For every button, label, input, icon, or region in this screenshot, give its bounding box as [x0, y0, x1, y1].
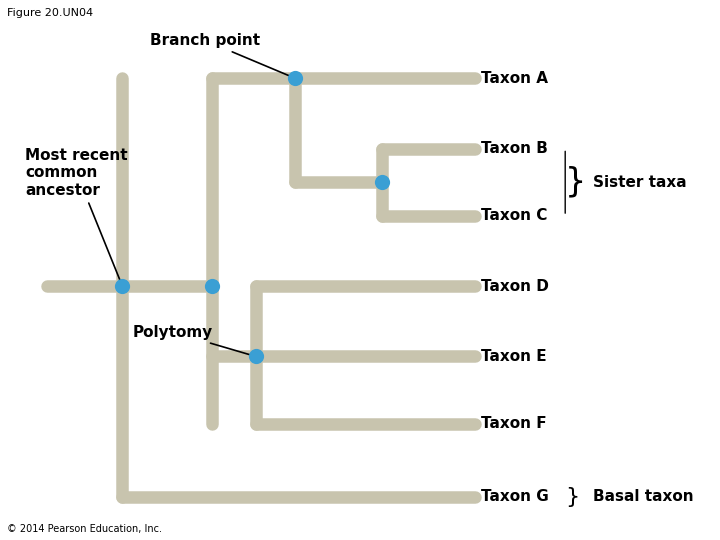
Point	[117, 282, 128, 291]
Text: Basal taxon: Basal taxon	[593, 489, 693, 504]
Point	[207, 282, 218, 291]
Text: Taxon B: Taxon B	[481, 141, 548, 156]
Text: Figure 20.UN04: Figure 20.UN04	[7, 8, 94, 18]
Text: Taxon D: Taxon D	[481, 279, 549, 294]
Text: Taxon F: Taxon F	[481, 416, 546, 431]
Text: Sister taxa: Sister taxa	[593, 175, 686, 190]
Text: Taxon G: Taxon G	[481, 489, 549, 504]
Point	[376, 178, 387, 187]
Text: Taxon E: Taxon E	[481, 349, 546, 364]
Text: Taxon A: Taxon A	[481, 71, 548, 86]
Text: © 2014 Pearson Education, Inc.: © 2014 Pearson Education, Inc.	[7, 523, 162, 534]
Text: Taxon C: Taxon C	[481, 208, 547, 224]
Text: }: }	[565, 487, 580, 507]
Text: Polytomy: Polytomy	[132, 325, 253, 356]
Point	[250, 352, 261, 361]
Text: Most recent
common
ancestor: Most recent common ancestor	[25, 148, 128, 284]
Text: Branch point: Branch point	[150, 33, 292, 77]
Text: }: }	[565, 166, 587, 199]
Point	[289, 74, 301, 83]
